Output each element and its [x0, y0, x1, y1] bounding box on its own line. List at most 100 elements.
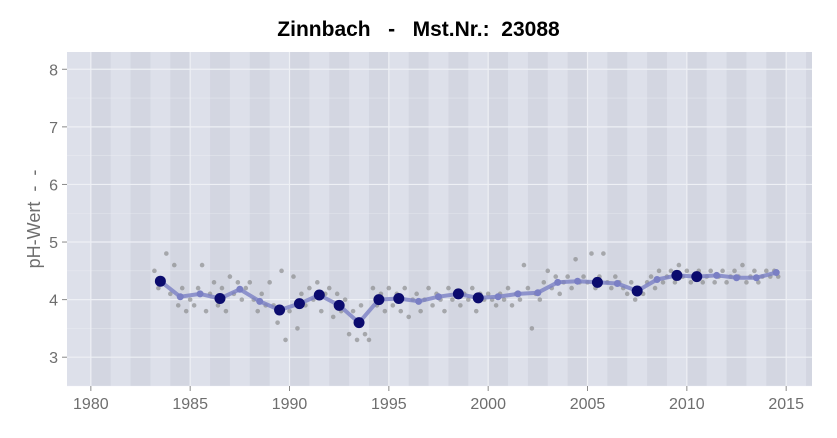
sample-point: [267, 280, 272, 285]
sample-point: [652, 285, 658, 291]
sample-point: [545, 268, 551, 274]
sample-point: [414, 291, 419, 297]
sample-point: [744, 280, 749, 285]
annual-mean-point: [514, 290, 522, 298]
sample-point: [517, 297, 523, 302]
year-stripe: [329, 52, 350, 386]
annual-mean-point: [631, 285, 643, 297]
y-tick-label: 4: [49, 293, 58, 310]
sample-point: [354, 337, 360, 343]
sample-point: [740, 262, 745, 268]
annual-mean-point: [274, 304, 286, 316]
y-tick-label: 3: [49, 350, 58, 367]
sample-point: [227, 274, 233, 279]
year-stripe: [488, 52, 509, 386]
sample-point: [398, 308, 404, 314]
annual-mean-point: [671, 269, 683, 281]
sample-point: [589, 251, 594, 256]
x-tick-label: 1980: [73, 396, 109, 413]
year-stripe: [170, 52, 191, 386]
x-tick-label: 2005: [570, 396, 606, 413]
x-tick-label: 2010: [669, 396, 705, 413]
sample-point: [469, 285, 475, 291]
chart-title: Zinnbach - Mst.Nr.: 23088: [277, 18, 560, 41]
year-stripe: [210, 52, 230, 386]
sample-point: [720, 268, 725, 274]
sample-point: [275, 320, 280, 325]
year-stripe: [249, 52, 270, 386]
sample-point: [219, 285, 225, 291]
sample-point: [402, 285, 408, 291]
sample-point: [609, 285, 614, 291]
annual-mean-point: [452, 288, 464, 300]
x-tick-label: 1985: [172, 396, 208, 413]
sample-point: [243, 285, 249, 291]
annual-mean-point: [313, 289, 325, 301]
annual-mean-point: [333, 299, 345, 311]
sample-point: [724, 280, 729, 285]
sample-point: [648, 274, 654, 279]
x-tick-label: 1995: [371, 396, 407, 413]
year-stripe: [726, 52, 747, 386]
sample-point: [211, 280, 217, 285]
annual-mean-point: [613, 279, 621, 287]
sample-point: [179, 285, 185, 291]
annual-mean-point: [653, 275, 661, 283]
sample-point: [557, 291, 562, 297]
sample-point: [342, 297, 348, 302]
sample-point: [601, 251, 606, 256]
sample-point: [247, 280, 253, 285]
sample-point: [350, 308, 356, 314]
sample-point: [764, 268, 769, 274]
sample-point: [553, 274, 559, 279]
sample-point: [732, 268, 737, 274]
sample-point: [295, 326, 300, 331]
y-tick-label: 8: [49, 62, 58, 79]
y-tick-label: 7: [49, 120, 58, 137]
sample-point: [632, 297, 638, 302]
sample-point: [390, 303, 396, 308]
sample-point: [708, 268, 713, 274]
sample-point: [334, 291, 340, 297]
sample-point: [521, 262, 527, 268]
year-stripe: [408, 52, 429, 386]
year-stripe: [130, 52, 151, 386]
sample-point: [541, 280, 547, 285]
sample-point: [195, 285, 201, 291]
sample-point: [235, 280, 241, 285]
annual-mean-point: [691, 271, 703, 283]
sample-point: [168, 291, 173, 297]
sample-point: [164, 251, 169, 256]
sample-point: [175, 303, 181, 308]
year-stripe: [289, 52, 310, 386]
year-stripe: [90, 52, 111, 386]
sample-point: [152, 268, 157, 274]
annual-mean-point: [494, 293, 502, 301]
annual-mean-point: [196, 290, 204, 298]
sample-point: [613, 274, 618, 279]
sample-point: [370, 285, 376, 291]
sample-point: [362, 331, 368, 337]
y-tick-label: 6: [49, 177, 58, 194]
sample-point: [756, 280, 761, 285]
year-stripe: [368, 52, 389, 386]
sample-point: [569, 285, 574, 291]
sample-point: [676, 262, 682, 268]
sample-point: [485, 291, 491, 297]
sample-point: [624, 291, 630, 297]
x-tick-label: 2000: [470, 396, 506, 413]
y-tick-label: 5: [49, 235, 58, 252]
sample-point: [656, 268, 662, 274]
sample-point: [283, 337, 288, 343]
sample-point: [684, 268, 690, 274]
sample-point: [529, 326, 535, 331]
sample-point: [239, 297, 245, 302]
sample-point: [418, 308, 423, 314]
annual-mean-point: [591, 276, 603, 288]
sample-point: [307, 285, 312, 291]
annual-mean-point: [574, 277, 582, 285]
sample-point: [537, 297, 543, 302]
y-axis-label: pH-Wert - -: [24, 170, 44, 269]
annual-mean-point: [154, 275, 166, 287]
